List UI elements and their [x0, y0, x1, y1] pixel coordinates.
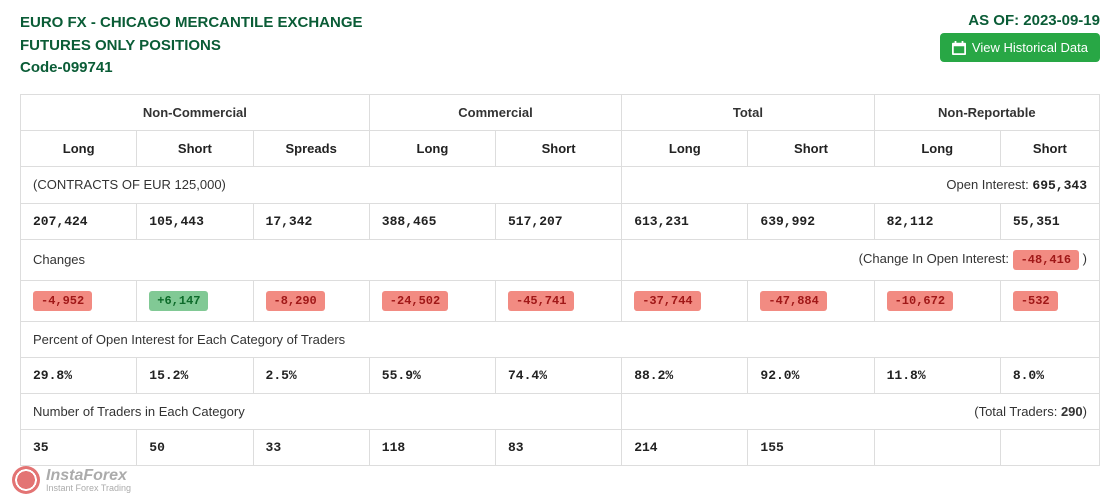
total-traders-value: 290	[1061, 404, 1083, 419]
pos-7: 82,112	[874, 203, 1000, 239]
watermark-text: InstaForex Instant Forex Trading	[46, 468, 131, 493]
pct-label-row: Percent of Open Interest for Each Catego…	[21, 321, 1100, 357]
group-nonreportable: Non-Reportable	[874, 94, 1099, 130]
col-short-1: Short	[137, 130, 253, 166]
pct-0: 29.8%	[21, 357, 137, 393]
pos-3: 388,465	[369, 203, 495, 239]
col-long-1: Long	[21, 130, 137, 166]
contracts-row: (CONTRACTS OF EUR 125,000) Open Interest…	[21, 166, 1100, 203]
chg-7: -10,672	[874, 280, 1000, 321]
changes-label: Changes	[21, 239, 622, 280]
watermark-tagline: Instant Forex Trading	[46, 484, 131, 493]
trd-8	[1000, 429, 1099, 465]
col-short-4: Short	[1000, 130, 1099, 166]
col-long-2: Long	[369, 130, 495, 166]
header: EURO FX - CHICAGO MERCANTILE EXCHANGE FU…	[20, 12, 1100, 80]
trd-5: 214	[622, 429, 748, 465]
chg-5: -37,744	[622, 280, 748, 321]
chg-3: -24,502	[369, 280, 495, 321]
traders-label-row: Number of Traders in Each Category (Tota…	[21, 393, 1100, 429]
pos-6: 639,992	[748, 203, 874, 239]
trd-2: 33	[253, 429, 369, 465]
as-of-date: AS OF: 2023-09-19	[940, 12, 1100, 29]
pct-label: Percent of Open Interest for Each Catego…	[21, 321, 1100, 357]
total-traders-cell: (Total Traders: 290)	[622, 393, 1100, 429]
col-spreads: Spreads	[253, 130, 369, 166]
pos-0: 207,424	[21, 203, 137, 239]
positions-table: Non-Commercial Commercial Total Non-Repo…	[20, 94, 1100, 466]
trd-3: 118	[369, 429, 495, 465]
pct-1: 15.2%	[137, 357, 253, 393]
pct-6: 92.0%	[748, 357, 874, 393]
pct-2: 2.5%	[253, 357, 369, 393]
pos-4: 517,207	[496, 203, 622, 239]
chg-2: -8,290	[253, 280, 369, 321]
trd-4: 83	[496, 429, 622, 465]
total-traders-suffix: )	[1083, 404, 1087, 419]
chg-0: -4,952	[21, 280, 137, 321]
trd-0: 35	[21, 429, 137, 465]
col-short-3: Short	[748, 130, 874, 166]
watermark: InstaForex Instant Forex Trading	[12, 466, 131, 494]
sub-header-row: Long Short Spreads Long Short Long Short…	[21, 130, 1100, 166]
group-header-row: Non-Commercial Commercial Total Non-Repo…	[21, 94, 1100, 130]
page-container: EURO FX - CHICAGO MERCANTILE EXCHANGE FU…	[0, 0, 1120, 478]
button-label: View Historical Data	[972, 40, 1088, 55]
positions-row: 207,424 105,443 17,342 388,465 517,207 6…	[21, 203, 1100, 239]
trd-7	[874, 429, 1000, 465]
pos-2: 17,342	[253, 203, 369, 239]
header-right: AS OF: 2023-09-19 View Historical Data	[940, 12, 1100, 62]
pct-4: 74.4%	[496, 357, 622, 393]
code: Code-099741	[20, 57, 363, 80]
col-long-4: Long	[874, 130, 1000, 166]
pct-3: 55.9%	[369, 357, 495, 393]
pos-8: 55,351	[1000, 203, 1099, 239]
total-traders-label: (Total Traders:	[974, 404, 1057, 419]
title-line1: EURO FX - CHICAGO MERCANTILE EXCHANGE	[20, 12, 363, 35]
pct-7: 11.8%	[874, 357, 1000, 393]
open-interest-label: Open Interest:	[946, 177, 1028, 192]
percents-row: 29.8% 15.2% 2.5% 55.9% 74.4% 88.2% 92.0%…	[21, 357, 1100, 393]
trd-1: 50	[137, 429, 253, 465]
watermark-logo-icon	[12, 466, 40, 494]
trd-6: 155	[748, 429, 874, 465]
pos-1: 105,443	[137, 203, 253, 239]
change-oi-suffix: )	[1083, 251, 1087, 266]
chg-4: -45,741	[496, 280, 622, 321]
pos-5: 613,231	[622, 203, 748, 239]
group-commercial: Commercial	[369, 94, 621, 130]
group-noncommercial: Non-Commercial	[21, 94, 370, 130]
calendar-icon	[952, 41, 966, 55]
contracts-label: (CONTRACTS OF EUR 125,000)	[21, 166, 622, 203]
col-short-2: Short	[496, 130, 622, 166]
open-interest-value: 695,343	[1032, 178, 1087, 193]
view-historical-button[interactable]: View Historical Data	[940, 33, 1100, 62]
chg-6: -47,884	[748, 280, 874, 321]
pct-8: 8.0%	[1000, 357, 1099, 393]
watermark-name: InstaForex	[46, 468, 131, 484]
change-oi-value: -48,416	[1013, 250, 1079, 270]
open-interest-cell: Open Interest: 695,343	[622, 166, 1100, 203]
chg-1: +6,147	[137, 280, 253, 321]
change-oi-label: (Change In Open Interest:	[859, 251, 1009, 266]
changes-label-row: Changes (Change In Open Interest: -48,41…	[21, 239, 1100, 280]
changes-row: -4,952 +6,147 -8,290 -24,502 -45,741 -37…	[21, 280, 1100, 321]
chg-8: -532	[1000, 280, 1099, 321]
title-line2: FUTURES ONLY POSITIONS	[20, 35, 363, 58]
change-oi-cell: (Change In Open Interest: -48,416 )	[622, 239, 1100, 280]
pct-5: 88.2%	[622, 357, 748, 393]
traders-row: 35 50 33 118 83 214 155	[21, 429, 1100, 465]
header-left: EURO FX - CHICAGO MERCANTILE EXCHANGE FU…	[20, 12, 363, 80]
col-long-3: Long	[622, 130, 748, 166]
traders-label: Number of Traders in Each Category	[21, 393, 622, 429]
group-total: Total	[622, 94, 874, 130]
